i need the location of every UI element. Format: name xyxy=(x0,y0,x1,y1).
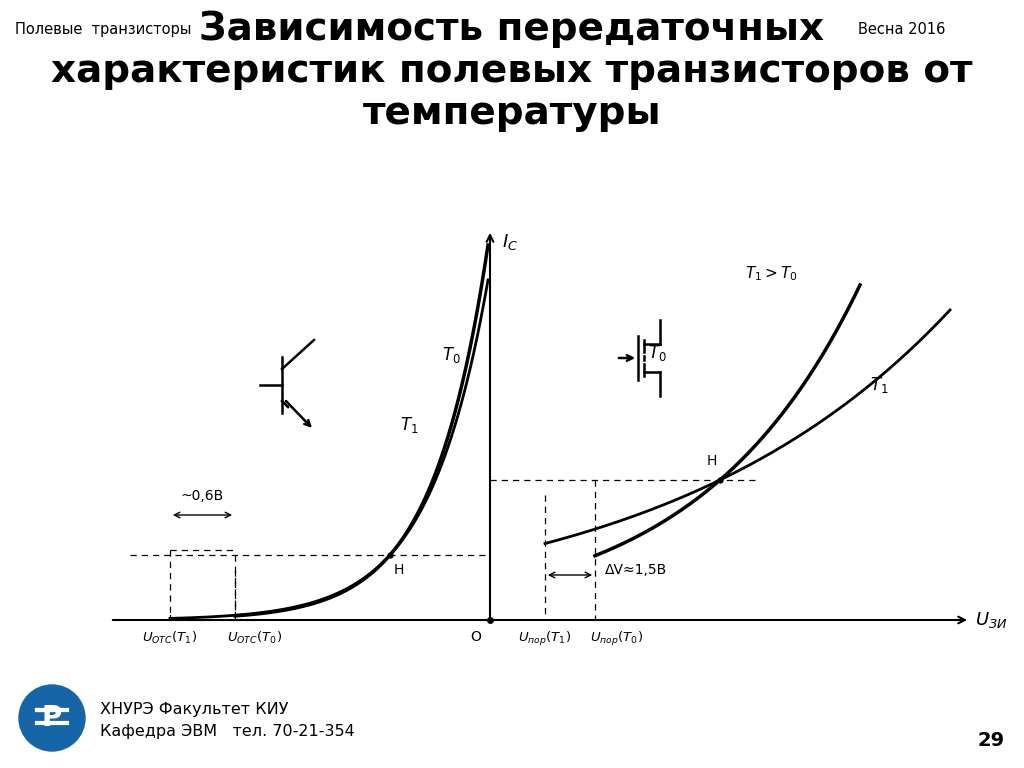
Text: O: O xyxy=(471,630,481,644)
Text: H: H xyxy=(707,454,717,468)
Text: H: H xyxy=(394,563,404,577)
Text: $U_{пор}(T_0)$: $U_{пор}(T_0)$ xyxy=(591,630,644,648)
Text: $T_1$: $T_1$ xyxy=(400,415,419,435)
Text: Зависимость передаточных: Зависимость передаточных xyxy=(200,10,824,48)
Text: $U_{ЗИ}$: $U_{ЗИ}$ xyxy=(975,610,1008,630)
Text: $U_{OTC}(T_0)$: $U_{OTC}(T_0)$ xyxy=(227,630,283,646)
Text: $T_0$: $T_0$ xyxy=(442,345,461,365)
Text: ~0,6В: ~0,6В xyxy=(181,489,224,503)
Text: ΔV≈1,5В: ΔV≈1,5В xyxy=(605,563,668,577)
Text: Весна 2016: Весна 2016 xyxy=(858,22,945,37)
Text: ХНУРЭ Факультет КИУ: ХНУРЭ Факультет КИУ xyxy=(100,702,289,717)
Text: $T_1 > T_0$: $T_1 > T_0$ xyxy=(745,264,798,283)
Circle shape xyxy=(19,685,85,751)
Circle shape xyxy=(30,696,74,740)
Text: $U_{OTC}(T_1)$: $U_{OTC}(T_1)$ xyxy=(142,630,198,646)
Text: Р: Р xyxy=(42,704,62,732)
Text: $T_1$: $T_1$ xyxy=(870,375,889,395)
Text: 29: 29 xyxy=(978,731,1005,750)
Text: температуры: температуры xyxy=(362,94,662,132)
Text: $I_C$: $I_C$ xyxy=(502,232,518,252)
Text: Полевые  транзисторы: Полевые транзисторы xyxy=(15,22,191,37)
Text: Кафедра ЭВМ   тел. 70-21-354: Кафедра ЭВМ тел. 70-21-354 xyxy=(100,724,354,739)
Text: характеристик полевых транзисторов от: характеристик полевых транзисторов от xyxy=(51,52,973,90)
Text: $T_0$: $T_0$ xyxy=(648,343,667,363)
Text: $U_{пор}(T_1)$: $U_{пор}(T_1)$ xyxy=(518,630,571,648)
